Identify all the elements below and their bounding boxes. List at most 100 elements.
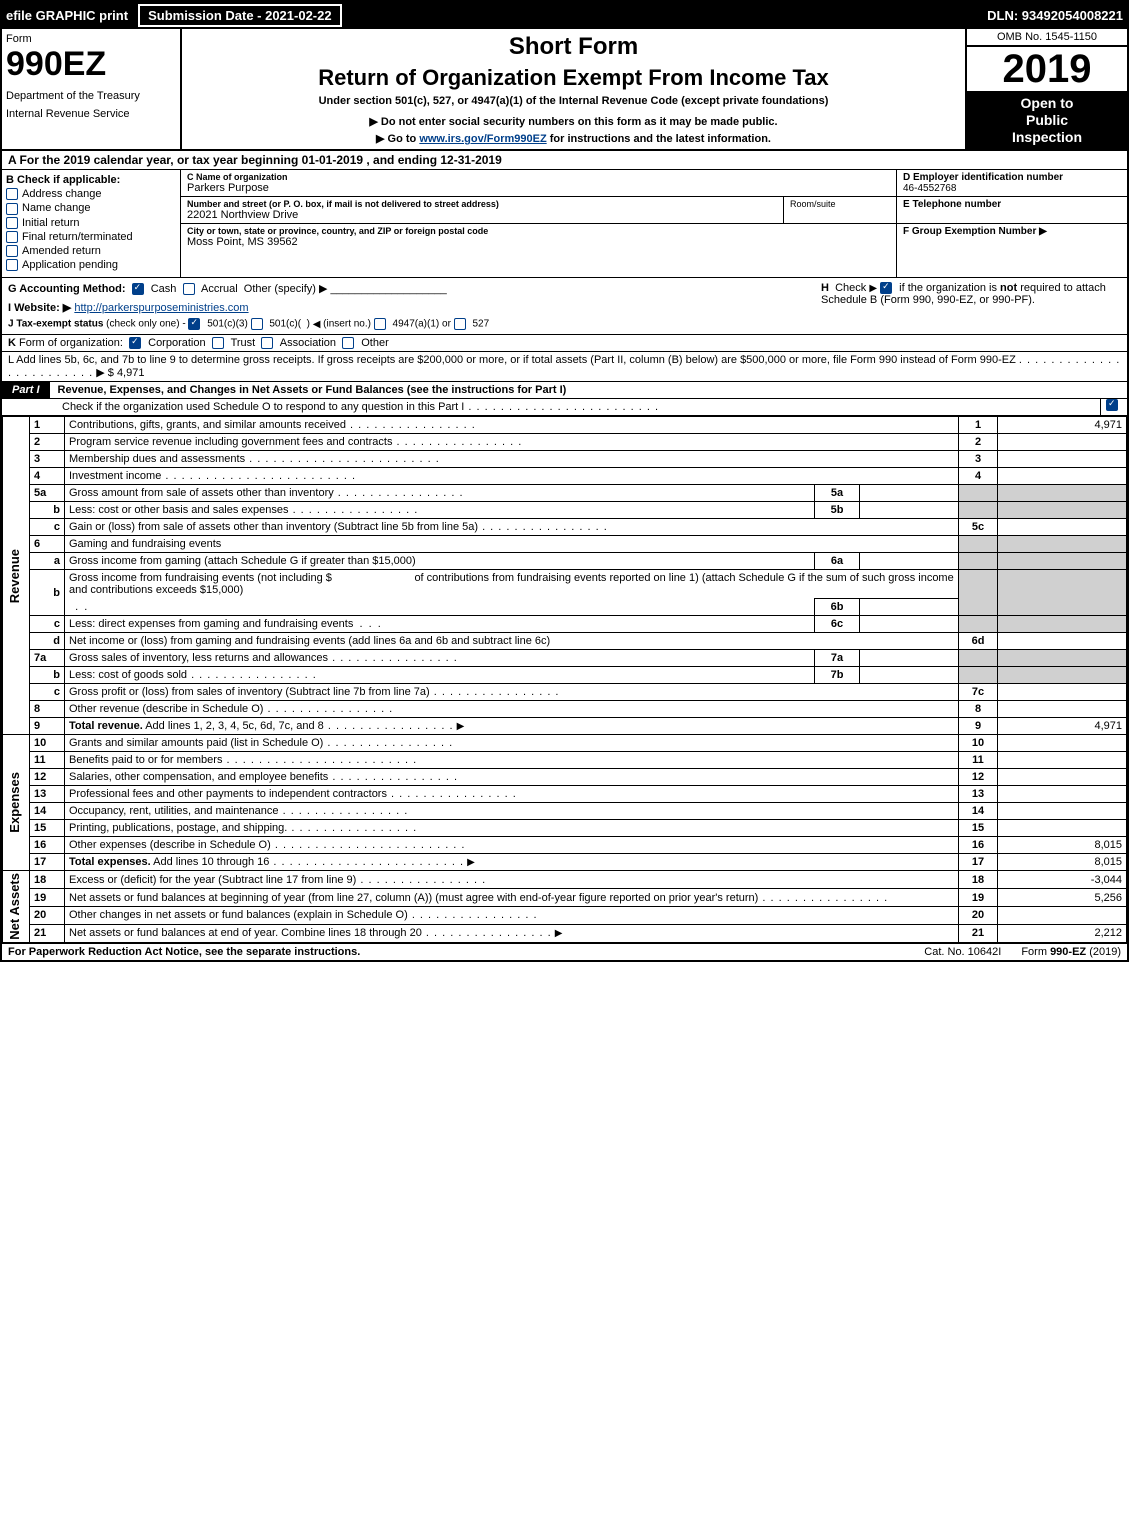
check-name-change[interactable]: Name change [6,202,176,214]
page-footer: For Paperwork Reduction Act Notice, see … [2,943,1127,960]
checkbox-icon[interactable] [6,259,18,271]
line-5a: 5a Gross amount from sale of assets othe… [3,485,1127,502]
under-section: Under section 501(c), 527, or 4947(a)(1)… [186,95,961,107]
part1-badge: Part I [2,382,50,398]
phone-row: E Telephone number [897,197,1127,224]
g-label: G Accounting Method: [8,283,126,295]
part1-title: Revenue, Expenses, and Changes in Net As… [50,382,1127,398]
line-13: 13 Professional fees and other payments … [3,786,1127,803]
line-6d: d Net income or (loss) from gaming and f… [3,633,1127,650]
line-4: 4 Investment income 4 [3,468,1127,485]
line-6b-2: . . 6b [3,599,1127,616]
section-k: K Form of organization: Corporation Trus… [2,335,1127,352]
open-line2: Public [969,112,1125,129]
form-header: Form 990EZ Department of the Treasury In… [2,29,1127,151]
line-7c: c Gross profit or (loss) from sales of i… [3,684,1127,701]
line-5c: c Gain or (loss) from sale of assets oth… [3,519,1127,536]
line-6a: a Gross income from gaming (attach Sched… [3,553,1127,570]
section-l: L Add lines 5b, 6c, and 7b to line 9 to … [2,352,1127,382]
form-990ez-page: efile GRAPHIC print Submission Date - 20… [0,0,1129,962]
f-label: F Group Exemption Number ▶ [903,226,1121,237]
open-line3: Inspection [969,129,1125,146]
top-bar: efile GRAPHIC print Submission Date - 20… [2,2,1127,29]
check-final-return[interactable]: Final return/terminated [6,231,176,243]
accounting-method: G Accounting Method: Cash Accrual Other … [8,282,821,330]
checkbox-assoc-icon[interactable] [261,337,273,349]
dln-label: DLN: 93492054008221 [987,8,1123,23]
triangle-right-icon [555,927,563,939]
checkbox-h-icon[interactable] [880,282,892,294]
checkbox-icon[interactable] [6,231,18,243]
line-14: 14 Occupancy, rent, utilities, and maint… [3,803,1127,820]
checkbox-icon[interactable] [6,217,18,229]
irs-label: Internal Revenue Service [6,108,176,120]
checkbox-icon[interactable] [6,245,18,257]
paperwork-notice: For Paperwork Reduction Act Notice, see … [8,946,904,958]
city-value: Moss Point, MS 39562 [187,236,890,248]
checkbox-icon[interactable] [6,203,18,215]
submission-date-badge: Submission Date - 2021-02-22 [138,4,342,27]
checkbox-501c3-icon[interactable] [188,318,200,330]
line-20: 20 Other changes in net assets or fund b… [3,906,1127,924]
triangle-left-icon [313,319,321,330]
open-line1: Open to [969,95,1125,112]
check-amended-return[interactable]: Amended return [6,245,176,257]
c-label: C Name of organization [187,172,890,182]
check-initial-return[interactable]: Initial return [6,217,176,229]
part1-schedule-o-check: Check if the organization used Schedule … [2,399,1127,416]
checkbox-cash-icon[interactable] [132,283,144,295]
revenue-side-label: Revenue [7,549,22,603]
line-3: 3 Membership dues and assessments 3 [3,451,1127,468]
line-5b: b Less: cost or other basis and sales ex… [3,502,1127,519]
goto-link[interactable]: www.irs.gov/Form990EZ [419,133,546,145]
net-assets-side-label: Net Assets [7,873,22,940]
check-application-pending[interactable]: Application pending [6,259,176,271]
header-right: OMB No. 1545-1150 2019 Open to Public In… [965,29,1127,149]
street-value: 22021 Northview Drive [187,209,777,221]
line-2: 2 Program service revenue including gove… [3,434,1127,451]
city-label: City or town, state or province, country… [187,226,890,236]
checkbox-accrual-icon[interactable] [183,283,195,295]
triangle-right-icon [457,720,465,732]
dept-label: Department of the Treasury [6,90,176,102]
checkbox-icon[interactable] [6,188,18,200]
line-18: Net Assets 18 Excess or (deficit) for th… [3,871,1127,889]
goto-line: ▶ Go to www.irs.gov/Form990EZ for instru… [186,132,961,145]
line-8: 8 Other revenue (describe in Schedule O)… [3,701,1127,718]
checkbox-4947-icon[interactable] [374,318,386,330]
d-label: D Employer identification number [903,172,1121,183]
header-left: Form 990EZ Department of the Treasury In… [2,29,182,149]
tax-year: 2019 [967,47,1127,91]
city-row: City or town, state or province, country… [181,224,896,250]
checkbox-trust-icon[interactable] [212,337,224,349]
line-6b-1: b Gross income from fundraising events (… [3,570,1127,599]
line-10: Expenses 10 Grants and similar amounts p… [3,735,1127,752]
part1-header: Part I Revenue, Expenses, and Changes in… [2,382,1127,399]
line-19: 19 Net assets or fund balances at beginn… [3,889,1127,907]
triangle-right-icon [467,856,475,868]
line-15: 15 Printing, publications, postage, and … [3,820,1127,837]
expenses-side-label: Expenses [7,772,22,833]
line-16: 16 Other expenses (describe in Schedule … [3,837,1127,854]
tax-period: A For the 2019 calendar year, or tax yea… [2,151,1127,170]
website-link[interactable]: http://parkerspurposeministries.com [74,302,248,314]
checkbox-501c-icon[interactable] [251,318,263,330]
entity-right: D Employer identification number 46-4552… [896,170,1127,277]
omb-number: OMB No. 1545-1150 [967,29,1127,47]
section-g-h: G Accounting Method: Cash Accrual Other … [2,278,1127,335]
do-not-enter: ▶ Do not enter social security numbers o… [186,115,961,128]
check-address-change[interactable]: Address change [6,188,176,200]
header-mid: Short Form Return of Organization Exempt… [182,29,965,149]
checkbox-scho-icon[interactable] [1106,399,1118,411]
line-6c: c Less: direct expenses from gaming and … [3,616,1127,633]
checkbox-corp-icon[interactable] [129,337,141,349]
line-6: 6 Gaming and fundraising events [3,536,1127,553]
ein-value: 46-4552768 [903,183,1121,194]
part1-sub: Check if the organization used Schedule … [62,401,464,413]
checkbox-other-icon[interactable] [342,337,354,349]
b-label: B Check if applicable: [6,174,176,186]
return-title: Return of Organization Exempt From Incom… [186,65,961,91]
goto-post: for instructions and the latest informat… [550,133,771,145]
checkbox-527-icon[interactable] [454,318,466,330]
section-b-checks: B Check if applicable: Address change Na… [2,170,181,277]
